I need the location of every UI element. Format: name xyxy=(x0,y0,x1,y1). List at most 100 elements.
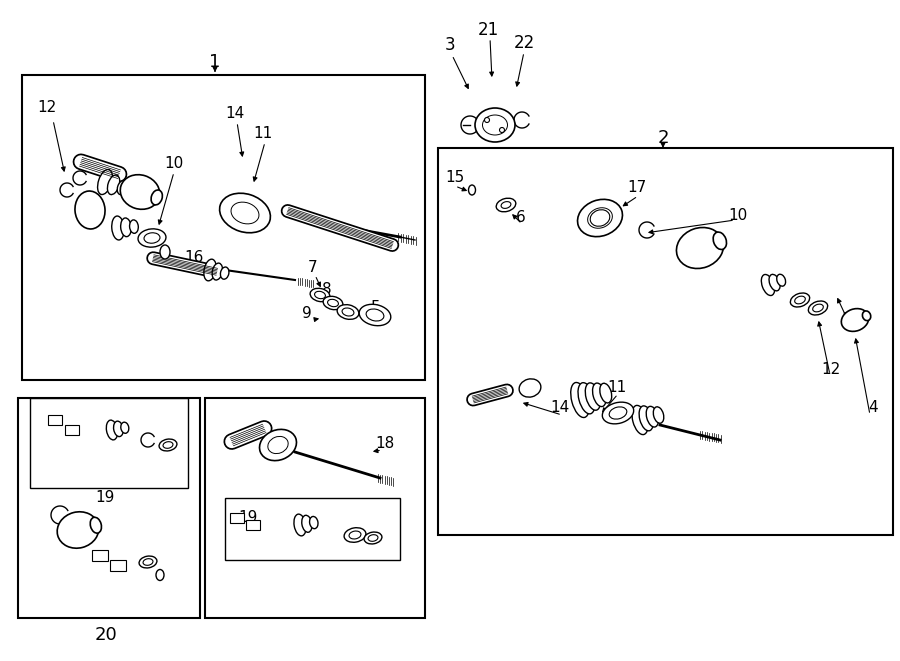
Ellipse shape xyxy=(75,191,105,229)
Ellipse shape xyxy=(130,220,139,233)
Ellipse shape xyxy=(366,309,384,321)
Ellipse shape xyxy=(368,535,378,541)
Ellipse shape xyxy=(151,190,162,205)
Ellipse shape xyxy=(578,200,623,237)
Ellipse shape xyxy=(795,296,806,304)
Text: 13: 13 xyxy=(842,313,860,327)
Text: 19: 19 xyxy=(95,490,114,504)
Ellipse shape xyxy=(90,518,102,533)
Ellipse shape xyxy=(813,304,824,312)
Bar xyxy=(438,148,893,535)
Ellipse shape xyxy=(653,407,664,423)
Ellipse shape xyxy=(121,218,131,237)
Ellipse shape xyxy=(159,439,177,451)
Ellipse shape xyxy=(342,308,354,316)
Ellipse shape xyxy=(163,442,173,448)
Ellipse shape xyxy=(677,227,724,268)
Bar xyxy=(22,75,425,380)
Ellipse shape xyxy=(259,430,296,461)
Ellipse shape xyxy=(310,288,330,301)
Text: 5: 5 xyxy=(371,301,381,315)
FancyBboxPatch shape xyxy=(110,559,126,570)
Text: 10: 10 xyxy=(728,208,748,223)
Bar xyxy=(30,398,188,488)
Ellipse shape xyxy=(117,180,127,194)
Ellipse shape xyxy=(364,532,382,544)
Ellipse shape xyxy=(571,383,590,418)
Ellipse shape xyxy=(231,202,259,224)
Text: 1: 1 xyxy=(210,53,220,71)
Text: 3: 3 xyxy=(445,36,455,54)
Text: 17: 17 xyxy=(627,180,646,196)
Ellipse shape xyxy=(769,274,780,291)
Ellipse shape xyxy=(328,299,338,307)
Text: 20: 20 xyxy=(94,626,117,644)
Ellipse shape xyxy=(602,402,634,424)
Ellipse shape xyxy=(484,118,490,122)
Ellipse shape xyxy=(646,407,659,427)
Ellipse shape xyxy=(790,293,810,307)
Ellipse shape xyxy=(501,202,511,208)
Text: 2: 2 xyxy=(657,129,669,147)
Ellipse shape xyxy=(777,274,786,286)
Ellipse shape xyxy=(808,301,828,315)
Ellipse shape xyxy=(359,304,391,326)
Text: 11: 11 xyxy=(254,126,273,141)
Ellipse shape xyxy=(310,516,318,529)
Ellipse shape xyxy=(160,245,170,259)
FancyBboxPatch shape xyxy=(65,425,79,435)
Ellipse shape xyxy=(519,379,541,397)
Ellipse shape xyxy=(302,516,312,532)
Ellipse shape xyxy=(862,311,870,321)
Text: 14: 14 xyxy=(551,401,570,416)
Ellipse shape xyxy=(578,383,595,414)
Text: 15: 15 xyxy=(446,171,464,186)
Bar xyxy=(18,398,200,618)
Ellipse shape xyxy=(203,259,216,281)
Text: 21: 21 xyxy=(477,21,499,39)
Text: 16: 16 xyxy=(184,251,203,266)
Ellipse shape xyxy=(58,512,99,548)
Ellipse shape xyxy=(106,420,118,440)
Ellipse shape xyxy=(143,559,153,565)
Text: 10: 10 xyxy=(165,155,184,171)
Ellipse shape xyxy=(212,263,222,280)
Ellipse shape xyxy=(632,405,648,435)
Ellipse shape xyxy=(107,175,120,194)
Text: 18: 18 xyxy=(375,436,394,451)
Ellipse shape xyxy=(590,210,610,226)
Ellipse shape xyxy=(138,229,166,247)
Text: 6: 6 xyxy=(516,210,526,225)
Ellipse shape xyxy=(482,115,508,135)
Ellipse shape xyxy=(156,570,164,580)
Ellipse shape xyxy=(588,208,612,228)
FancyBboxPatch shape xyxy=(246,520,260,530)
Ellipse shape xyxy=(323,296,343,310)
Ellipse shape xyxy=(112,216,124,240)
Ellipse shape xyxy=(349,531,361,539)
Ellipse shape xyxy=(761,274,775,295)
Ellipse shape xyxy=(121,175,159,210)
FancyBboxPatch shape xyxy=(230,513,244,523)
Ellipse shape xyxy=(842,309,868,331)
Text: 4: 4 xyxy=(868,401,878,416)
Ellipse shape xyxy=(344,527,366,542)
Ellipse shape xyxy=(338,305,359,319)
Ellipse shape xyxy=(469,185,475,195)
Text: 7: 7 xyxy=(308,260,318,276)
Bar xyxy=(225,498,400,560)
Ellipse shape xyxy=(315,292,326,299)
Ellipse shape xyxy=(144,233,160,243)
Bar xyxy=(205,398,425,618)
Ellipse shape xyxy=(294,514,306,536)
Ellipse shape xyxy=(121,422,129,434)
Ellipse shape xyxy=(220,193,270,233)
Ellipse shape xyxy=(496,198,516,212)
Text: 12: 12 xyxy=(822,362,841,377)
Ellipse shape xyxy=(97,169,112,194)
Text: 12: 12 xyxy=(38,100,57,116)
Ellipse shape xyxy=(268,436,288,453)
Text: 9: 9 xyxy=(302,305,312,321)
Ellipse shape xyxy=(500,128,505,132)
Text: 8: 8 xyxy=(322,282,332,297)
